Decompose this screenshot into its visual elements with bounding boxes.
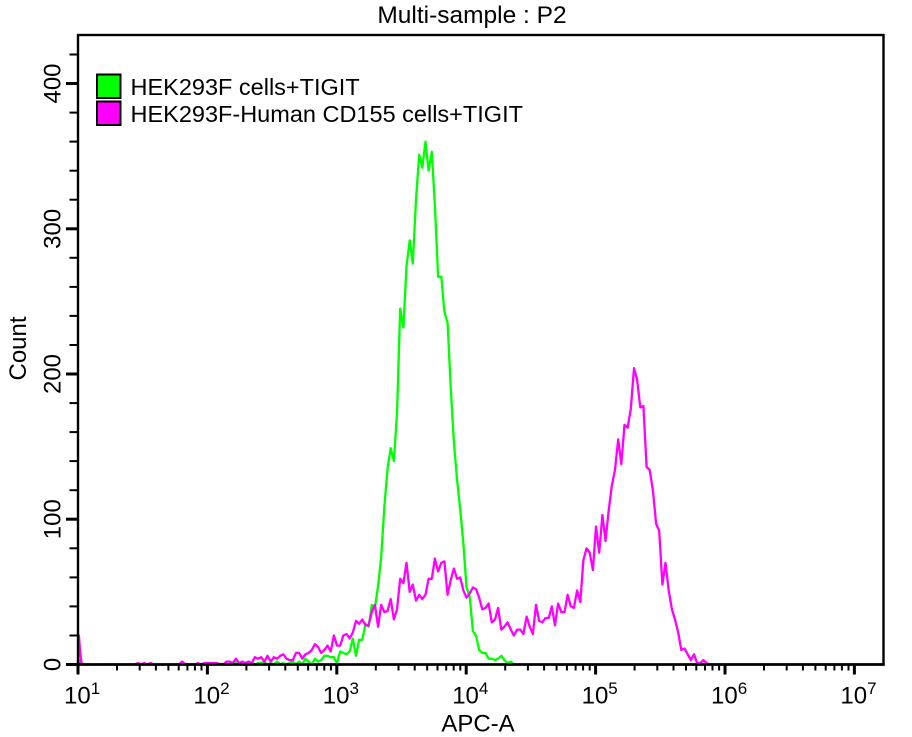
svg-text:300: 300 [40,209,67,249]
svg-text:200: 200 [40,354,67,394]
svg-text:400: 400 [40,63,67,103]
svg-text:Count: Count [5,316,32,380]
svg-text:HEK293F cells+TIGIT: HEK293F cells+TIGIT [131,74,360,100]
svg-text:100: 100 [40,499,67,539]
svg-text:APC-A: APC-A [441,711,514,737]
svg-text:HEK293F-Human CD155 cells+TIGI: HEK293F-Human CD155 cells+TIGIT [131,101,523,127]
svg-text:0: 0 [40,658,67,671]
svg-text:Multi-sample : P2: Multi-sample : P2 [377,2,566,29]
